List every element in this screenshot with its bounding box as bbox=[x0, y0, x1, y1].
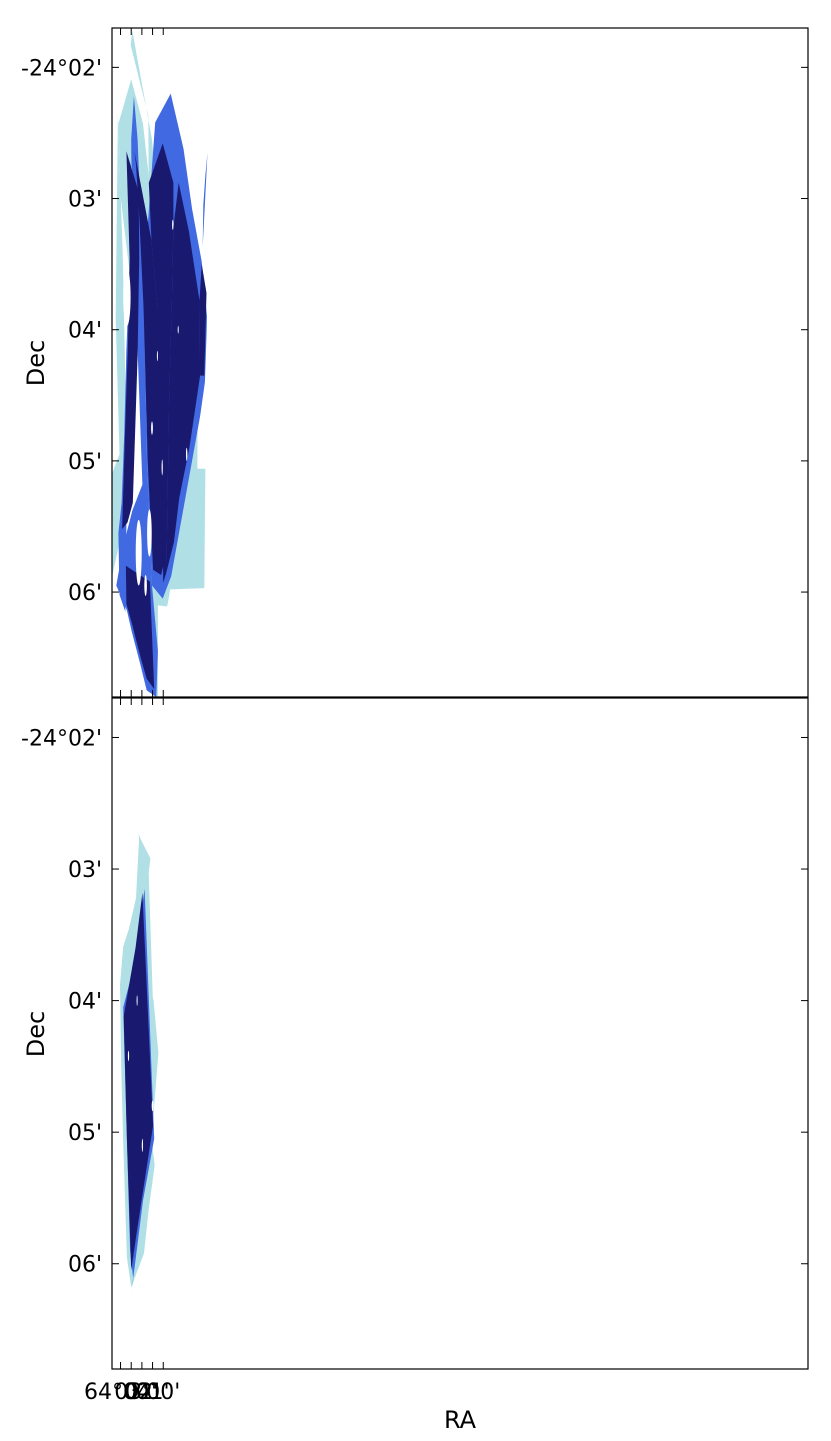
bottom-panel-x-axis-label: RA bbox=[444, 1406, 477, 1434]
top-masked-region-9 bbox=[156, 350, 158, 362]
top-masked-region-1 bbox=[135, 519, 142, 586]
bottom-panel-xtick-label-2: 02' bbox=[125, 1380, 159, 1405]
top-panel-ytick-label-4: 06' bbox=[68, 581, 102, 606]
top-panel-y-axis-label: Dec bbox=[22, 340, 50, 386]
bottom-panel-frame bbox=[111, 697, 809, 1370]
bottom-panel: -24°02'03'04'05'06'64°04'03'02'01'00' De… bbox=[21, 697, 809, 1434]
bottom-panel-xtick-label-1: 03' bbox=[114, 1380, 148, 1405]
bottom-panel-xtick-label-4: 00' bbox=[146, 1380, 180, 1405]
top-masked-region-4 bbox=[172, 219, 174, 230]
bottom-panel-ytick-label-2: 04' bbox=[68, 990, 102, 1015]
top-masked-region-2 bbox=[147, 509, 152, 557]
top-coverage-deep-layer-polygon-3 bbox=[166, 182, 201, 573]
top-masked-region-0 bbox=[123, 268, 131, 326]
top-masked-region-8 bbox=[151, 421, 153, 435]
top-masked-region-5 bbox=[177, 325, 179, 334]
top-coverage-medium-layer-polygon-0 bbox=[116, 96, 158, 697]
top-masked-region-6 bbox=[186, 447, 188, 461]
top-coverage-medium-layer-polygon-3 bbox=[202, 152, 208, 248]
bottom-masked-region-3 bbox=[127, 1050, 130, 1062]
top-coverage-deep-layer-polygon-1 bbox=[122, 151, 140, 530]
bottom-panel-xtick-label-0: 64°04' bbox=[84, 1380, 157, 1405]
bottom-masked-region-0 bbox=[136, 995, 138, 1006]
top-panel-ytick-label-1: 03' bbox=[68, 188, 102, 213]
bottom-panel-ytick-label-1: 03' bbox=[68, 858, 102, 883]
top-panel-ytick-label-2: 04' bbox=[68, 319, 102, 344]
top-panel-frame bbox=[111, 27, 809, 698]
top-coverage-deep-layer-polygon-0 bbox=[134, 151, 166, 576]
bottom-coverage-deep-layer-polygon-0 bbox=[123, 892, 154, 1271]
top-coverage-deep-layer-polygon-4 bbox=[148, 143, 174, 583]
bottom-panel-y-axis-label: Dec bbox=[22, 1011, 50, 1057]
bottom-panel-ytick-label-3: 05' bbox=[68, 1121, 102, 1146]
bottom-panel-ytick-label-4: 06' bbox=[68, 1253, 102, 1278]
top-masked-region-7 bbox=[161, 459, 163, 476]
top-panel: -24°02' 03' 04' 05' 06' Dec bbox=[21, 27, 809, 698]
top-panel-ytick-label-0: -24°02' bbox=[21, 56, 102, 81]
top-panel-ytick-label-3: 05' bbox=[68, 450, 102, 475]
bottom-masked-region-1 bbox=[151, 1100, 154, 1112]
top-coverage-light-layer-polygon-2 bbox=[112, 113, 126, 578]
top-coverage-deep-layer-polygon-2 bbox=[125, 565, 155, 690]
top-coverage-deep-layer-polygon-5 bbox=[199, 264, 207, 376]
bottom-masked-region-2 bbox=[141, 1138, 143, 1152]
bottom-panel-xtick-label-3: 01' bbox=[136, 1380, 170, 1405]
bottom-panel-ytick-label-0: -24°02' bbox=[21, 726, 102, 751]
top-masked-region-3 bbox=[144, 575, 147, 596]
